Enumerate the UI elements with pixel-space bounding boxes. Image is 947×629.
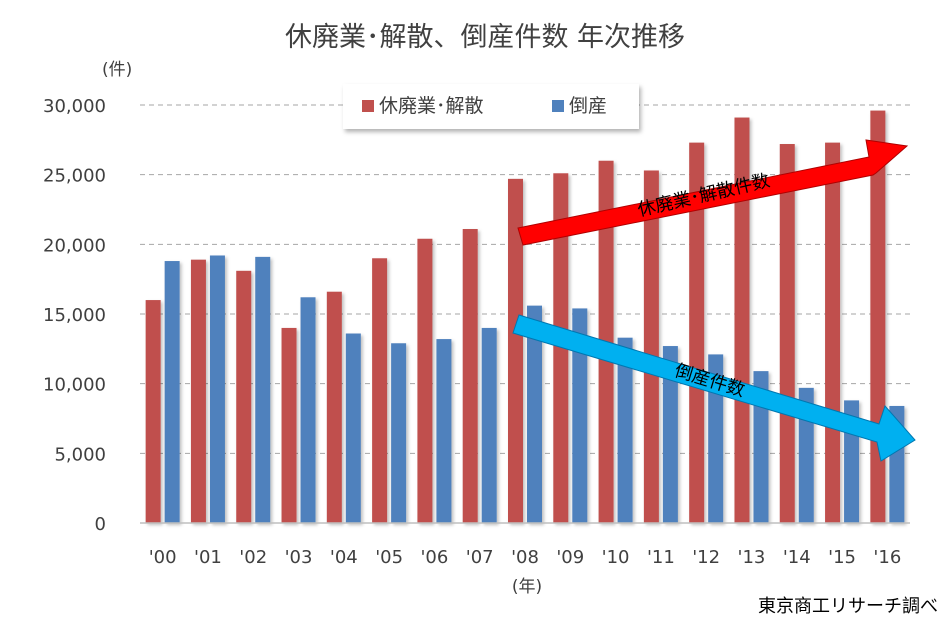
bankruptcies-arrow-shape [512,314,916,462]
x-axis-label: (年) [512,577,542,597]
bar-closures [236,270,252,523]
legend-swatch-bankruptcies [552,100,564,112]
x-tick-label: '02 [239,547,267,568]
bar-closures [281,327,297,523]
x-tick-label: '11 [647,547,675,568]
bar-closures [825,142,841,523]
x-tick-labels: '00 '01 '02 '03 '04 '05 '06 '07 '08 '09 '10 '11 '12 '… [149,547,902,568]
bar-bankruptcies [209,255,225,524]
x-tick-label: '00 [149,547,177,568]
bar-closures [462,229,478,524]
x-tick-label: '06 [420,547,448,568]
x-tick-label: '13 [738,547,766,568]
x-tick-label: '04 [330,547,358,568]
bar-bankruptcies [481,327,497,523]
y-tick-label: 30,000 [43,96,106,117]
bar-bankruptcies [300,297,316,523]
bar-bankruptcies [164,261,180,523]
legend-box [343,84,639,129]
bar-bankruptcies [255,256,271,523]
bar-bankruptcies [436,339,452,523]
y-tick-label: 10,000 [43,375,106,396]
bar-closures [417,238,433,523]
x-tick-label: '12 [692,547,720,568]
legend-swatch-closures [362,100,374,112]
x-tick-label: '03 [285,547,313,568]
bars [145,110,905,524]
bar-closures [734,117,750,523]
legend-label-closures: 休廃業･解散 [379,95,484,117]
bar-bankruptcies [617,337,633,523]
bar-closures [643,170,659,523]
bar-closures [553,173,569,524]
y-tick-label: 25,000 [43,166,106,187]
bar-bankruptcies [708,354,724,523]
y-tick-label: 5,000 [54,444,106,465]
bar-bankruptcies [527,305,542,523]
bar-bankruptcies [572,308,588,523]
legend: 休廃業･解散 倒産 [343,84,639,129]
bar-closures [326,291,342,523]
chart-title: 休廃業･解散、倒産件数 年次推移 [285,22,685,53]
bar-closures [145,300,161,523]
bar-closures [779,144,795,523]
bar-bankruptcies [662,346,678,523]
source-note: 東京商工リサーチ調べ [758,596,938,617]
closures-arrow-shape [517,139,909,246]
y-axis-label: (件) [102,60,132,80]
bar-bankruptcies [753,371,769,523]
legend-label-bankruptcies: 倒産 [569,95,607,117]
x-tick-label: '09 [556,547,584,568]
x-tick-label: '14 [783,547,811,568]
bar-closures [508,178,523,523]
x-tick-label: '01 [194,547,222,568]
y-tick-labels: 0 5,000 10,000 15,000 20,000 25,000 30,000 [43,96,106,535]
y-tick-label: 15,000 [43,305,106,326]
x-tick-label: '07 [466,547,494,568]
x-tick-label: '10 [602,547,630,568]
x-tick-label: '05 [375,547,403,568]
bar-closures [372,258,388,523]
y-tick-label: 20,000 [43,235,106,256]
x-tick-label: '15 [828,547,856,568]
bar-closures [190,259,206,523]
closures-trend-arrow: 休廃業･解散件数 [517,139,909,246]
bar-bankruptcies [391,343,407,523]
x-tick-label: '16 [873,547,901,568]
bar-bankruptcies [345,333,361,523]
bar-closures [689,142,705,523]
x-tick-label: '08 [511,547,539,568]
y-tick-label: 0 [95,514,106,535]
